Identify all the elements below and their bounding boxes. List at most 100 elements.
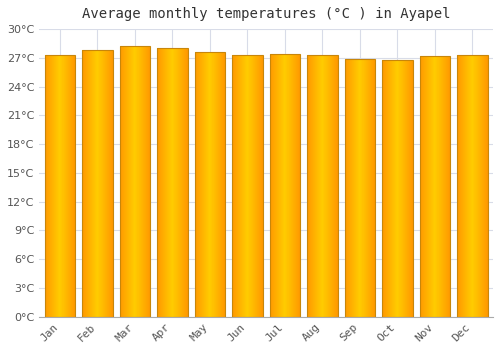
Bar (279, 54, 280, 317)
Bar (136, 46, 137, 317)
Bar (216, 52, 217, 317)
Bar (411, 60, 412, 317)
Bar (69, 55, 70, 317)
Bar (396, 60, 397, 317)
Bar (131, 46, 132, 317)
Bar (349, 59, 350, 317)
Bar (51, 55, 52, 317)
Bar (129, 46, 130, 317)
Bar (168, 48, 169, 317)
Bar (277, 54, 278, 317)
Bar (485, 55, 486, 317)
Bar (324, 55, 325, 317)
Bar (106, 50, 107, 317)
Bar (474, 55, 475, 317)
Bar (205, 52, 206, 317)
Bar (408, 60, 409, 317)
Bar (464, 55, 466, 317)
Bar (478, 55, 479, 317)
Bar (438, 56, 439, 317)
Bar (75, 55, 76, 317)
Bar (68, 55, 69, 317)
Bar (63, 55, 64, 317)
Bar (70, 55, 71, 317)
Bar (319, 55, 320, 317)
Bar (289, 54, 290, 317)
Bar (298, 54, 299, 317)
Bar (183, 48, 184, 317)
Bar (62, 55, 63, 317)
Bar (475, 55, 476, 317)
Bar (428, 56, 429, 317)
Bar (353, 59, 354, 317)
Bar (52, 55, 53, 317)
Bar (384, 60, 385, 317)
Bar (327, 55, 328, 317)
Bar (96, 50, 97, 317)
Bar (260, 55, 261, 317)
Bar (97, 50, 98, 317)
Bar (91, 50, 92, 317)
Bar (133, 46, 134, 317)
Bar (234, 55, 235, 317)
Bar (171, 48, 172, 317)
Bar (100, 50, 101, 317)
Bar (293, 54, 294, 317)
Bar (386, 60, 387, 317)
Bar (382, 60, 383, 317)
Bar (122, 46, 123, 317)
Bar (176, 48, 177, 317)
Bar (253, 55, 254, 317)
Bar (473, 55, 474, 317)
Bar (365, 59, 366, 317)
Bar (177, 48, 178, 317)
Bar (258, 55, 259, 317)
Bar (470, 55, 471, 317)
Bar (82, 50, 83, 317)
Bar (395, 60, 396, 317)
Bar (207, 52, 208, 317)
Bar (283, 54, 284, 317)
Bar (182, 48, 183, 317)
Bar (393, 60, 394, 317)
Bar (261, 55, 262, 317)
Bar (233, 55, 234, 317)
Bar (58, 55, 59, 317)
Bar (256, 55, 257, 317)
Bar (457, 55, 488, 317)
Bar (389, 60, 390, 317)
Bar (210, 52, 211, 317)
Bar (317, 55, 318, 317)
Bar (368, 59, 369, 317)
Bar (294, 54, 295, 317)
Bar (335, 55, 336, 317)
Bar (204, 52, 205, 317)
Bar (209, 52, 210, 317)
Bar (252, 55, 253, 317)
Bar (358, 59, 359, 317)
Bar (257, 55, 258, 317)
Bar (484, 55, 485, 317)
Bar (215, 52, 216, 317)
Bar (95, 50, 96, 317)
Bar (285, 54, 286, 317)
Bar (388, 60, 389, 317)
Bar (457, 55, 458, 317)
Bar (409, 60, 410, 317)
Bar (241, 55, 242, 317)
Bar (344, 59, 376, 317)
Bar (82, 50, 113, 317)
Bar (99, 50, 100, 317)
Bar (174, 48, 175, 317)
Bar (360, 59, 361, 317)
Bar (240, 55, 241, 317)
Bar (72, 55, 74, 317)
Bar (213, 52, 214, 317)
Bar (111, 50, 112, 317)
Bar (255, 55, 256, 317)
Bar (412, 60, 413, 317)
Bar (350, 59, 351, 317)
Bar (374, 59, 375, 317)
Bar (93, 50, 94, 317)
Bar (463, 55, 464, 317)
